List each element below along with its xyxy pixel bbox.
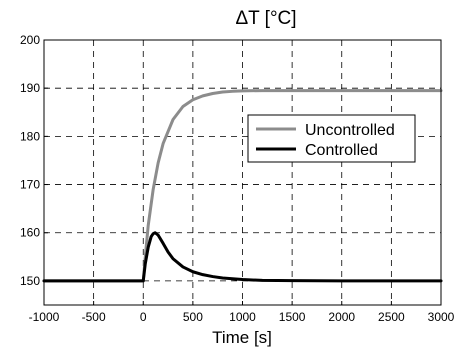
series-line-uncontrolled xyxy=(42,89,443,283)
legend-label-controlled: Controlled xyxy=(305,142,378,159)
x-tick-label: 0 xyxy=(140,310,147,324)
x-tick-label: 2000 xyxy=(328,310,355,324)
x-tick-label: 1500 xyxy=(279,310,306,324)
chart-title: ΔT [°C] xyxy=(235,8,296,29)
series-layer xyxy=(42,89,443,283)
x-axis-label: Time [s] xyxy=(212,328,272,347)
y-tick-label: 180 xyxy=(20,129,40,143)
x-tick-label: 1000 xyxy=(229,310,256,324)
y-tick-label: 200 xyxy=(20,33,40,47)
x-tick-label: 2500 xyxy=(378,310,405,324)
legend: Uncontrolled Controlled xyxy=(247,114,416,163)
y-tick-label: 150 xyxy=(20,274,40,288)
x-tick-label: -1000 xyxy=(29,310,60,324)
grid xyxy=(44,40,441,305)
legend-label-uncontrolled: Uncontrolled xyxy=(305,122,395,139)
series-line-controlled xyxy=(42,231,443,283)
x-tick-label: 500 xyxy=(183,310,203,324)
x-tick-label: -500 xyxy=(82,310,106,324)
y-tick-label: 170 xyxy=(20,178,40,192)
y-tick-label: 190 xyxy=(20,81,40,95)
legend-box xyxy=(247,114,416,163)
y-tick-label: 160 xyxy=(20,226,40,240)
ticks: -1000 -500 0 500 1000 1500 2000 2500 3000 150 160 1… xyxy=(20,33,455,324)
x-tick-label: 3000 xyxy=(428,310,455,324)
